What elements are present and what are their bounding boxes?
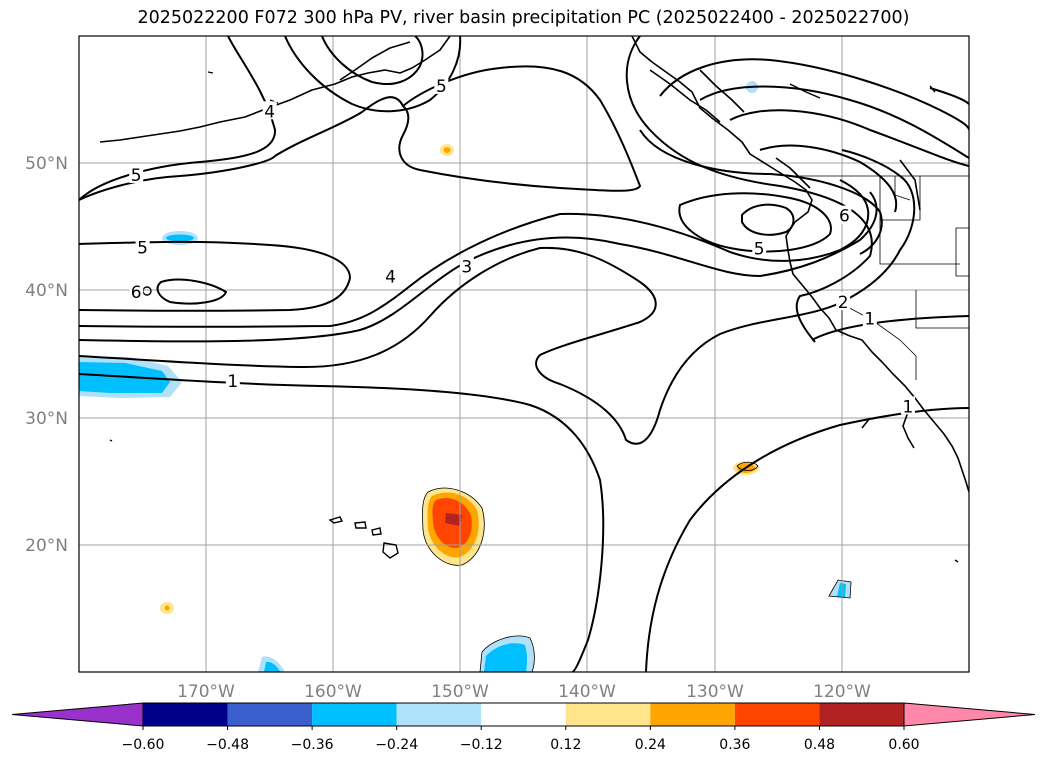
colorbar-tick-label: −0.60 <box>122 737 165 753</box>
contour-label: 1 <box>864 310 875 330</box>
contour-label-background <box>383 266 398 285</box>
colorbar-segment <box>143 703 228 726</box>
pv-contour-5 <box>678 192 832 253</box>
pv-contours <box>79 36 969 672</box>
pv-contour-3 <box>79 191 878 343</box>
contour-label-background <box>262 101 277 120</box>
lon-label: 160°W <box>304 682 362 702</box>
pv-contour-6 <box>156 278 228 305</box>
lat-label: 50°N <box>25 154 68 174</box>
pv-contour-5 <box>398 65 642 192</box>
contour-label-background <box>129 164 144 183</box>
map-title: 2025022200 F072 300 hPa PV, river basin … <box>137 8 910 28</box>
colorbar-tick-label: 0.36 <box>719 737 750 753</box>
lat-label: 20°N <box>25 536 68 556</box>
islands <box>109 71 959 563</box>
colorbar-frame <box>142 702 905 727</box>
contour-label: 5 <box>131 166 142 186</box>
contour-label: 4 <box>385 268 396 288</box>
contour-label: 5 <box>137 238 148 258</box>
contour-label: 1 <box>227 372 238 392</box>
colorbar-ticks: −0.60 −0.48 −0.36 −0.24 −0.12 0.12 0.24 0.36 0.4… <box>122 726 920 753</box>
contour-label: 5 <box>754 240 765 260</box>
lon-label: 150°W <box>431 682 489 702</box>
map-background <box>79 36 969 672</box>
precip-blob-south-west <box>160 602 174 614</box>
precip-blob-south-negative <box>479 635 535 672</box>
lon-label: 130°W <box>686 682 744 702</box>
contour-label-background <box>900 396 915 415</box>
contour-label: 3 <box>461 258 472 278</box>
contour-label: 2 <box>838 293 849 313</box>
colorbar-tick-label: −0.24 <box>375 737 418 753</box>
contour-label-background <box>459 256 474 275</box>
lon-label: 120°W <box>813 682 871 702</box>
colorbar-segments <box>11 702 1036 727</box>
lon-label: 170°W <box>177 682 235 702</box>
colorbar-segment <box>565 703 651 726</box>
contour-label-background <box>135 237 150 256</box>
precip-blob-southwest-negative <box>258 656 285 672</box>
pv-contour-4 <box>284 36 462 113</box>
colorbar-segment <box>481 703 566 726</box>
pv-contour-4 <box>79 179 870 328</box>
contour-label: 1 <box>903 397 914 417</box>
contour-label-background <box>752 238 767 257</box>
coastlines <box>99 36 969 493</box>
longitude-labels: 170°W 160°W 150°W 140°W 130°W 120°W <box>177 682 871 702</box>
pv-contour-2 <box>79 149 916 445</box>
colorbar-segment <box>734 703 820 726</box>
contour-label: 6 <box>839 207 850 227</box>
pv-contour-5 <box>79 36 277 201</box>
contour-label-background <box>836 292 851 311</box>
pv-contour-6 <box>741 203 795 236</box>
colorbar-segment <box>650 703 735 726</box>
colorbar-tick-label: −0.12 <box>460 737 503 753</box>
colorbar-segment <box>396 703 482 726</box>
colorbar-tick-label: −0.48 <box>206 737 249 753</box>
precip-blob-hawaii <box>422 487 485 566</box>
colorbar-tick-label: 0.24 <box>635 737 666 753</box>
contour-label: 4 <box>264 102 275 122</box>
colorbar-tick-label: 0.60 <box>888 737 919 753</box>
colorbar-segment <box>227 703 313 726</box>
precip-blob-gulf-alaska <box>440 144 454 156</box>
contour-label: 5 <box>436 77 447 97</box>
colorbar-tick-label: −0.36 <box>291 737 334 753</box>
pv-contour-3 <box>699 85 969 159</box>
lat-label: 30°N <box>25 409 68 429</box>
latitude-labels: 50°N 40°N 30°N 20°N <box>25 154 68 556</box>
pv-contour-4 <box>929 87 969 105</box>
colorbar: −0.60 −0.48 −0.36 −0.24 −0.12 0.12 0.24 0.36 0.4… <box>11 702 1036 753</box>
colorbar-tick-label: 0.48 <box>804 737 835 753</box>
colorbar-segment <box>819 703 904 726</box>
precipitation-shading <box>79 81 852 672</box>
colorbar-tick-label: 0.12 <box>550 737 581 753</box>
map-frame <box>78 35 970 673</box>
contour-label: 6 <box>131 283 142 303</box>
colorbar-extend-high <box>903 702 1036 727</box>
colorbar-extend-low <box>11 702 144 727</box>
lat-label: 40°N <box>25 281 68 301</box>
pv-contour-5 <box>625 36 873 343</box>
lon-label: 140°W <box>558 682 616 702</box>
pv-contour-3 <box>659 58 969 131</box>
contour-label-background <box>837 205 852 224</box>
pv-contour-1 <box>79 373 605 672</box>
pv-contour-4 <box>321 36 424 85</box>
pv-contour-4 <box>639 129 883 255</box>
pv-contour-2 <box>729 109 969 167</box>
contour-label-background <box>862 308 877 327</box>
pv-contour-2 <box>759 144 898 213</box>
contour-label-background <box>434 75 449 94</box>
contour-label-background <box>129 281 144 300</box>
colorbar-segment <box>312 703 397 726</box>
pv-contour-5 <box>79 240 352 312</box>
graticule <box>79 36 969 672</box>
contour-label-background <box>225 370 240 389</box>
